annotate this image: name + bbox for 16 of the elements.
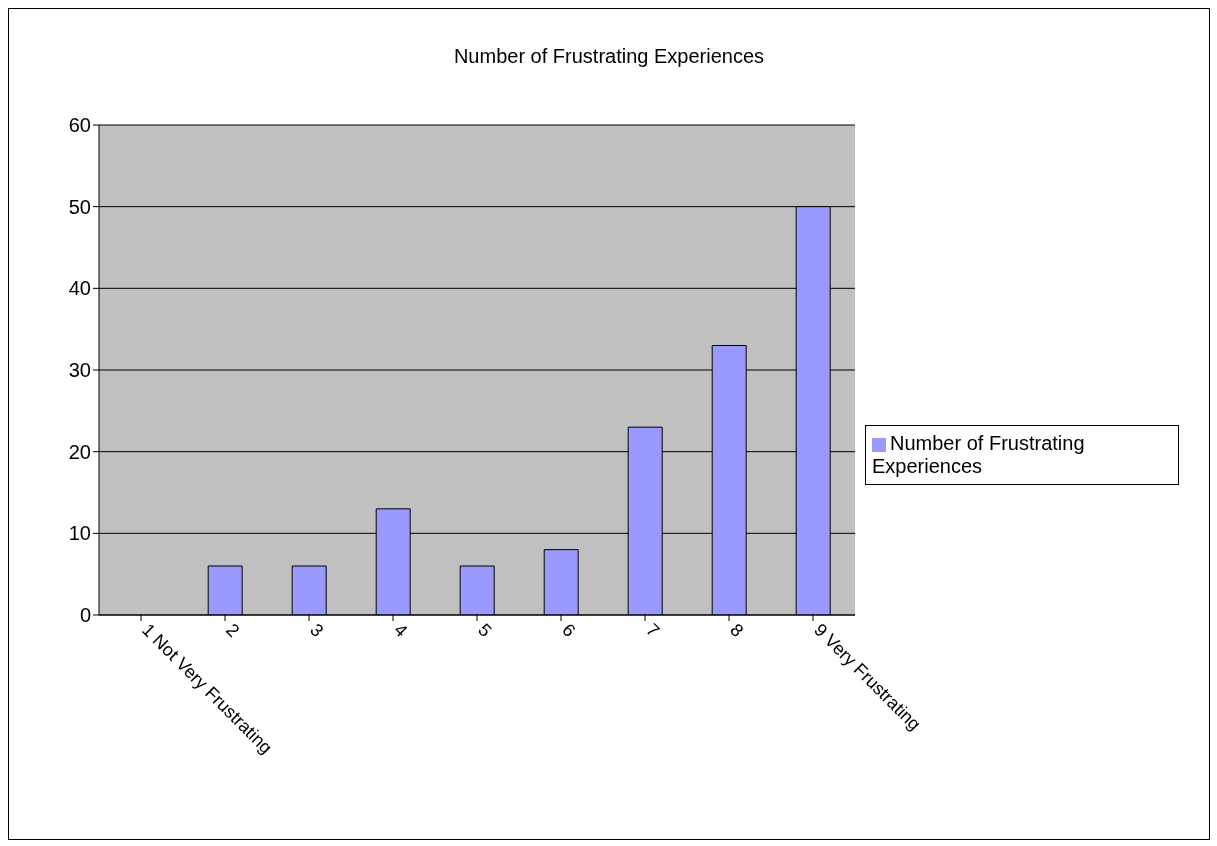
y-tick-label: 40 bbox=[68, 277, 91, 300]
x-tick-label: 7 bbox=[642, 619, 664, 641]
y-tick-label: 20 bbox=[68, 440, 91, 463]
y-tick-label: 50 bbox=[68, 195, 91, 218]
x-tick-label: 4 bbox=[390, 619, 412, 641]
y-tick-label: 10 bbox=[68, 522, 91, 545]
x-tick-label: 3 bbox=[306, 619, 328, 641]
y-tick-label: 60 bbox=[68, 114, 91, 137]
chart-title: Number of Frustrating Experiences bbox=[452, 44, 766, 69]
x-tick-label: 5 bbox=[474, 619, 496, 641]
y-tick-label: 30 bbox=[68, 359, 91, 382]
x-tick-label: 2 bbox=[222, 619, 244, 641]
legend-label: Number of Frustrating Experiences bbox=[872, 432, 1085, 477]
x-tick-label: 8 bbox=[726, 619, 748, 641]
x-tick-label: 6 bbox=[558, 619, 580, 641]
y-tick-label: 0 bbox=[79, 604, 91, 627]
